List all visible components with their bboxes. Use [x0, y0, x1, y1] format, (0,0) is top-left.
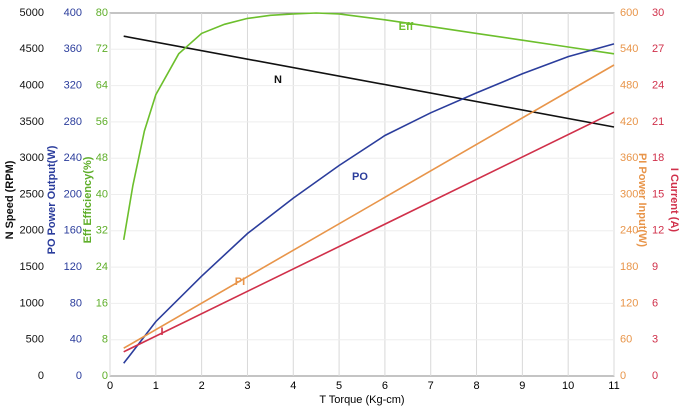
x-tick-label: 9 — [519, 380, 525, 392]
y-tick-label: 12 — [652, 225, 664, 237]
y-tick-label: 8 — [102, 334, 108, 346]
x-tick-label: 8 — [473, 380, 479, 392]
y-tick-label: 15 — [652, 188, 664, 200]
series-line — [123, 111, 615, 353]
y-tick-label: 0 — [102, 370, 108, 382]
y-tick-label: 180 — [620, 261, 638, 273]
y-tick-label: 18 — [652, 152, 664, 164]
y-tick-label: 200 — [64, 188, 82, 200]
x-tick-label: 11 — [608, 380, 619, 392]
y-tick-label: 2000 — [20, 225, 44, 237]
y-tick-label: 0 — [38, 370, 44, 382]
y-tick-label: 480 — [620, 80, 638, 92]
y-tick-label: 21 — [652, 116, 664, 128]
y-tick-label: 72 — [96, 43, 108, 55]
y-tick-label: 300 — [620, 188, 638, 200]
y-axis-title: I Current (A) — [668, 168, 680, 233]
x-tick-label: 1 — [153, 380, 159, 392]
x-tick-label: 3 — [244, 380, 250, 392]
y-tick-label: 6 — [652, 297, 658, 309]
x-tick-label: 0 — [107, 380, 113, 392]
y-tick-label: 420 — [620, 116, 638, 128]
y-tick-label: 360 — [64, 43, 82, 55]
x-tick-label: 10 — [562, 380, 574, 392]
y-tick-label: 160 — [64, 225, 82, 237]
series-line — [122, 12, 615, 241]
y-tick-label: 24 — [652, 80, 664, 92]
y-tick-label: 120 — [64, 261, 82, 273]
series-label: Eff — [399, 21, 414, 33]
y-tick-label: 80 — [96, 7, 108, 19]
x-tick-label: 6 — [382, 380, 388, 392]
y-tick-label: 24 — [96, 261, 108, 273]
series-label: PI — [235, 276, 245, 288]
x-tick-label: 7 — [428, 380, 434, 392]
y-tick-label: 0 — [76, 370, 82, 382]
y-tick-label: 320 — [64, 80, 82, 92]
y-tick-label: 5000 — [20, 7, 44, 19]
x-tick-label: 2 — [199, 380, 205, 392]
y-tick-label: 56 — [96, 116, 108, 128]
y-tick-label: 0 — [652, 370, 658, 382]
y-tick-label: 3000 — [20, 152, 44, 164]
y-tick-label: 48 — [96, 152, 108, 164]
y-tick-label: 30 — [652, 7, 664, 19]
y-tick-label: 120 — [620, 297, 638, 309]
series-label: PO — [352, 171, 368, 183]
y-tick-label: 280 — [64, 116, 82, 128]
y-tick-label: 240 — [620, 225, 638, 237]
y-tick-label: 80 — [70, 297, 82, 309]
y-tick-label: 540 — [620, 43, 638, 55]
y-tick-label: 32 — [96, 225, 108, 237]
y-tick-label: 360 — [620, 152, 638, 164]
y-tick-label: 4500 — [20, 43, 44, 55]
y-tick-label: 240 — [64, 152, 82, 164]
series-label: I — [160, 326, 163, 338]
x-axis-title: T Torque (Kg-cm) — [319, 394, 404, 406]
y-tick-label: 500 — [26, 334, 44, 346]
series-line — [123, 64, 615, 349]
y-tick-label: 3500 — [20, 116, 44, 128]
series-line — [123, 43, 615, 364]
y-tick-label: 400 — [64, 7, 82, 19]
x-tick-label: 5 — [336, 380, 342, 392]
y-tick-label: 60 — [620, 334, 632, 346]
y-tick-label: 600 — [620, 7, 638, 19]
y-tick-label: 0 — [620, 370, 626, 382]
y-tick-label: 40 — [70, 334, 82, 346]
y-axis-title: PI Power Input(W) — [636, 153, 648, 247]
y-axis-title: Eff Efficiency(%) — [82, 156, 94, 243]
y-tick-label: 1500 — [20, 261, 44, 273]
y-tick-label: 64 — [96, 80, 108, 92]
y-axis-title: N Speed (RPM) — [4, 160, 16, 239]
y-tick-label: 1000 — [20, 297, 44, 309]
series-label: N — [274, 74, 282, 86]
y-tick-label: 9 — [652, 261, 658, 273]
y-tick-label: 2500 — [20, 188, 44, 200]
y-tick-label: 4000 — [20, 80, 44, 92]
y-tick-label: 40 — [96, 188, 108, 200]
y-tick-label: 16 — [96, 297, 108, 309]
y-axis-title: PO Power Output(W) — [46, 145, 58, 254]
y-tick-label: 3 — [652, 334, 658, 346]
y-tick-label: 27 — [652, 43, 664, 55]
x-tick-label: 4 — [290, 380, 296, 392]
